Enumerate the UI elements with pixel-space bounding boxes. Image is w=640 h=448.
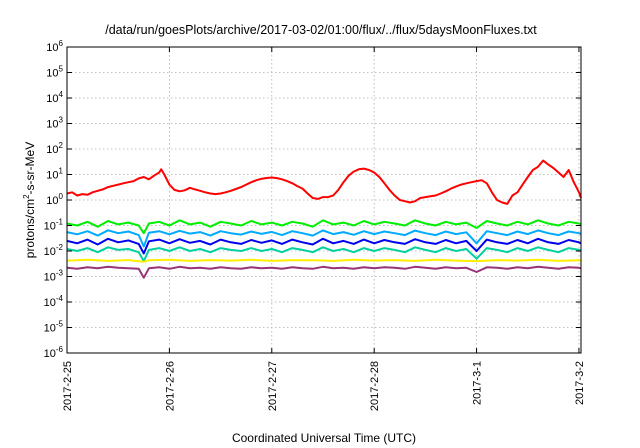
y-tick-exponent: -6 [56,345,64,354]
y-axis-label-base: protons/cm [23,199,37,258]
y-tick-base: 10 [46,144,58,156]
y-axis-label-rest: -s-sr-MeV [23,142,37,195]
y-tick-exponent: 6 [59,39,64,48]
y-tick-label: 10-5 [44,320,64,335]
y-tick-base: 10 [44,246,56,258]
y-tick-exponent: 3 [59,116,64,125]
y-tick-exponent: 5 [59,65,64,74]
axis-ticks: 2017-2-25 2017-2-26 2017-2-27 2017-2-28 2017… [44,39,586,411]
x-tick-label: 2017-3-1 [472,361,484,405]
y-tick-base: 10 [46,68,58,80]
y-tick-label: 102 [46,141,63,156]
y-tick-exponent: -5 [56,320,64,329]
y-tick-label: 10-6 [44,345,64,360]
x-tick-label: 2017-2-28 [369,361,381,411]
series-line-7 [66,265,582,279]
y-tick-exponent: -2 [56,243,64,252]
y-tick-base: 10 [44,221,56,233]
grid-lines [67,47,581,353]
y-tick-base: 10 [44,297,56,309]
y-tick-label: 106 [46,39,63,54]
y-tick-label: 105 [46,65,63,80]
x-axis-label: Coordinated Universal Time (UTC) [232,431,416,445]
y-tick-base: 10 [44,348,56,360]
chart-title: /data/run/goesPlots/archive/2017-03-02/0… [105,23,537,37]
y-tick-exponent: -3 [56,269,64,278]
y-tick-label: 104 [46,90,63,105]
y-tick-base: 10 [46,42,58,54]
y-axis-label: protons/cm2-s-sr-MeV [22,142,37,258]
y-tick-exponent: 4 [59,90,64,99]
y-tick-exponent: -4 [56,294,64,303]
y-tick-label: 10-3 [44,269,64,284]
y-tick-exponent: 0 [59,192,64,201]
y-tick-label: 10-2 [44,243,64,258]
series-line-2 [66,219,582,235]
y-tick-label: 101 [46,167,63,182]
y-tick-exponent: 1 [59,167,64,176]
series-line-1 [66,159,582,205]
x-tick-label: 2017-2-26 [164,361,176,411]
series-line-5 [66,246,582,263]
y-tick-base: 10 [46,170,58,182]
x-tick-label: 2017-3-2 [574,361,586,405]
series-line-3 [66,229,582,248]
y-tick-base: 10 [46,195,58,207]
y-tick-base: 10 [44,323,56,335]
y-tick-exponent: 2 [59,141,64,150]
y-tick-label: 103 [46,116,63,131]
y-axis-label-sup: 2 [22,194,31,199]
series-line-4 [66,237,582,255]
y-tick-label: 10-1 [44,218,64,233]
y-tick-label: 100 [46,192,63,207]
series-layer [66,159,582,279]
series-line-6 [66,258,582,263]
y-axis-label-group: protons/cm2-s-sr-MeV [22,142,37,258]
y-tick-exponent: -1 [56,218,64,227]
y-tick-base: 10 [44,272,56,284]
y-tick-base: 10 [46,119,58,131]
x-tick-label: 2017-2-25 [62,361,74,411]
x-tick-label: 2017-2-27 [267,361,279,411]
y-tick-base: 10 [46,93,58,105]
y-tick-label: 10-4 [44,294,64,309]
